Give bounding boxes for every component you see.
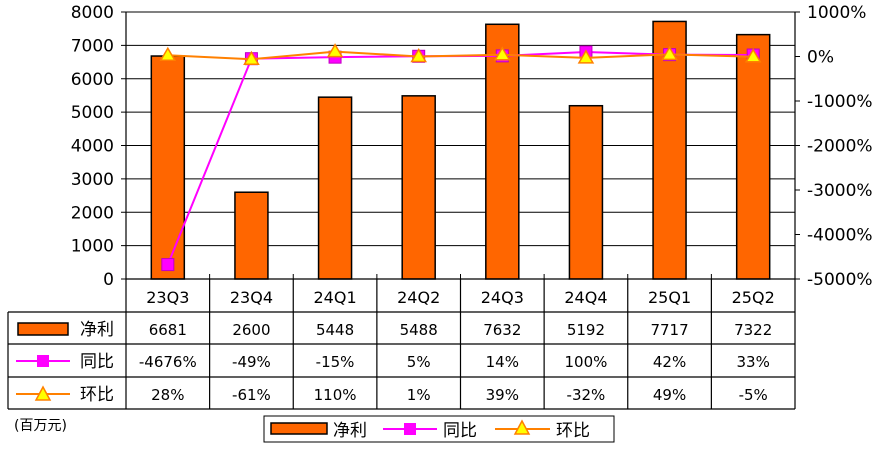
legend-bar-icon (270, 422, 328, 435)
category-label-25Q1: 25Q1 (648, 288, 691, 307)
right-tick-label: 1000% (807, 3, 866, 23)
point-qoq-23Q4 (243, 50, 260, 65)
bar-25Q2 (735, 33, 771, 280)
cell-同比-24Q3: 14% (486, 353, 519, 371)
cell-净利-23Q3: 6681 (149, 321, 187, 339)
bar-24Q3 (485, 23, 520, 280)
cell-环比-23Q3: 28% (151, 386, 184, 404)
left-tick-label: 2000 (71, 203, 114, 223)
row-header-同比: 同比 (80, 352, 114, 372)
right-tick-label: -2000% (807, 137, 873, 157)
cell-净利-25Q1: 7717 (650, 321, 688, 339)
row-key-bar-icon (17, 322, 69, 336)
data-table: 23Q3 23Q4 24Q1 24Q2 24Q3 24Q4 25Q1 25Q2 净利 6681 26… (7, 278, 796, 410)
left-tick-label: 7000 (71, 36, 114, 56)
point-qoq-24Q1 (326, 43, 344, 58)
category-label-24Q2: 24Q2 (397, 288, 440, 307)
legend-label-同比: 同比 (443, 421, 477, 441)
left-axis: 0 1000 2000 3000 4000 5000 6000 7000 8000 (71, 3, 127, 290)
point-qoq-25Q2 (744, 48, 762, 63)
point-qoq-24Q2 (410, 47, 427, 63)
line-环比 (167, 50, 754, 61)
bar-24Q4 (568, 104, 604, 280)
plot-area (126, 11, 795, 280)
point-qoq-24Q3 (494, 46, 511, 61)
row-header-环比: 环比 (80, 385, 114, 405)
right-tick-label: 0% (807, 48, 834, 68)
cell-净利-25Q2: 7322 (734, 321, 772, 339)
left-tick-label: 8000 (71, 3, 114, 23)
row-key-square-icon (37, 355, 49, 367)
cell-同比-25Q2: 33% (737, 353, 770, 371)
cell-同比-24Q1: -15% (316, 353, 355, 371)
row-header-净利: 净利 (80, 320, 114, 340)
cell-同比-24Q4: 100% (564, 353, 607, 371)
cell-环比-24Q1: 110% (314, 386, 357, 404)
left-tick-label: 4000 (71, 137, 114, 157)
category-label-23Q3: 23Q3 (146, 288, 189, 307)
point-qoq-24Q4 (577, 49, 595, 64)
cell-环比-25Q1: 49% (653, 386, 686, 404)
right-tick-label: -4000% (807, 226, 873, 246)
cell-环比-23Q4: -61% (232, 386, 271, 404)
right-axis: 1000% 0% -1000% -2000% -3000% -4000% -5000% (794, 3, 873, 290)
left-tick-label: 6000 (71, 70, 114, 90)
category-label-24Q3: 24Q3 (481, 288, 524, 307)
legend-label-净利: 净利 (333, 421, 367, 441)
legend-square-icon (404, 423, 416, 435)
legend: 净利 同比 环比 (263, 415, 615, 443)
category-label-24Q4: 24Q4 (564, 288, 607, 307)
row-key-triangle-icon (34, 385, 52, 401)
cell-环比-24Q2: 1% (407, 386, 431, 404)
point-yoy-23Q3 (161, 258, 175, 272)
bar-23Q4 (234, 191, 269, 280)
category-label-25Q2: 25Q2 (732, 288, 775, 307)
cell-同比-24Q2: 5% (407, 353, 431, 371)
left-tick-label: 5000 (71, 103, 114, 123)
cell-净利-24Q1: 5448 (316, 321, 354, 339)
right-tick-label: -5000% (807, 270, 873, 290)
bar-24Q2 (401, 95, 436, 280)
cell-同比-23Q4: -49% (232, 353, 271, 371)
cell-同比-25Q1: 42% (653, 353, 686, 371)
category-label-23Q4: 23Q4 (230, 288, 273, 307)
bar-25Q1 (652, 20, 687, 280)
cell-净利-24Q4: 5192 (567, 321, 605, 339)
point-qoq-23Q3 (159, 46, 177, 62)
right-tick-label: -1000% (807, 92, 873, 112)
left-tick-label: 0 (103, 270, 114, 290)
point-qoq-25Q1 (661, 45, 678, 61)
left-tick-label: 1000 (71, 237, 114, 257)
category-label-24Q1: 24Q1 (313, 288, 356, 307)
cell-同比-23Q3: -4676% (139, 353, 197, 371)
cell-环比-25Q2: -5% (739, 386, 768, 404)
right-tick-label: -3000% (807, 181, 873, 201)
unit-label: (百万元) (14, 418, 67, 434)
cell-净利-24Q3: 7632 (483, 321, 521, 339)
left-tick-label: 3000 (71, 170, 114, 190)
cell-环比-24Q3: 39% (486, 386, 519, 404)
cell-净利-24Q2: 5488 (400, 321, 438, 339)
bar-24Q1 (317, 96, 353, 280)
cell-环比-24Q4: -32% (567, 386, 606, 404)
legend-triangle-icon (513, 419, 531, 435)
cell-净利-23Q4: 2600 (232, 321, 270, 339)
bar-23Q3 (150, 55, 186, 280)
legend-label-环比: 环比 (556, 421, 590, 441)
